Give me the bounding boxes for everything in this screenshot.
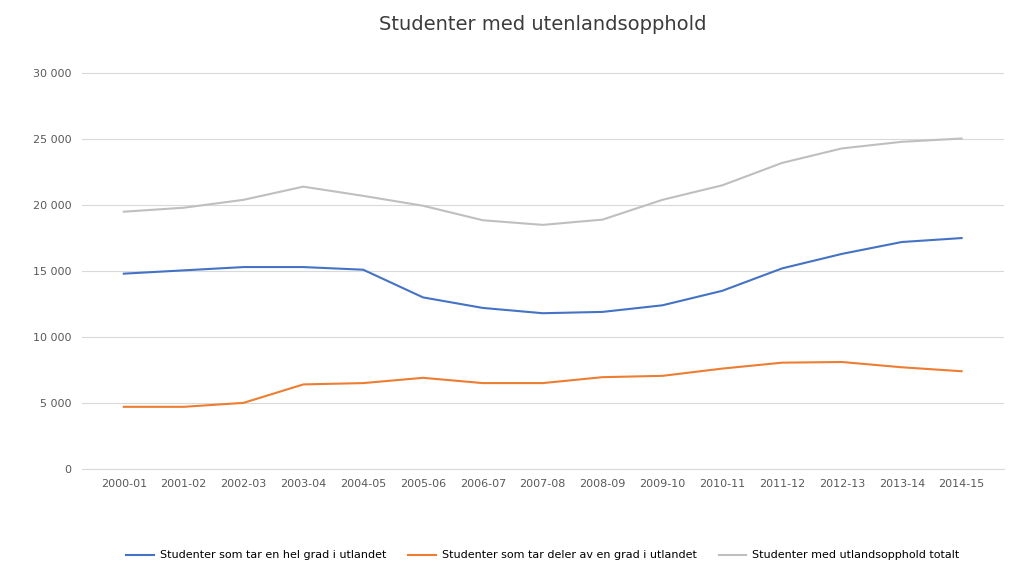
Studenter som tar en hel grad i utlandet (656, 302, 669, 309)
Studenter som tar deler av en grad i utlandet (656, 372, 669, 379)
Studenter med utlandsopphold totalt (776, 159, 788, 166)
Studenter som tar deler av en grad i utlandet (177, 403, 189, 410)
Studenter som tar en hel grad i utlandet (477, 305, 489, 312)
Studenter som tar deler av en grad i utlandet (896, 364, 908, 371)
Legend: Studenter som tar en hel grad i utlandet, Studenter som tar deler av en grad i u: Studenter som tar en hel grad i utlandet… (126, 550, 959, 560)
Studenter med utlandsopphold totalt (896, 138, 908, 145)
Studenter med utlandsopphold totalt (238, 196, 250, 203)
Studenter med utlandsopphold totalt (297, 183, 309, 190)
Studenter som tar deler av en grad i utlandet (836, 359, 848, 366)
Studenter som tar deler av en grad i utlandet (357, 380, 370, 387)
Studenter med utlandsopphold totalt (417, 202, 429, 209)
Line: Studenter med utlandsopphold totalt: Studenter med utlandsopphold totalt (124, 138, 962, 225)
Studenter som tar en hel grad i utlandet (836, 250, 848, 257)
Studenter som tar en hel grad i utlandet (238, 264, 250, 271)
Studenter som tar deler av en grad i utlandet (297, 381, 309, 388)
Studenter som tar en hel grad i utlandet (896, 239, 908, 246)
Studenter med utlandsopphold totalt (118, 208, 130, 215)
Studenter som tar deler av en grad i utlandet (596, 374, 608, 381)
Line: Studenter som tar deler av en grad i utlandet: Studenter som tar deler av en grad i utl… (124, 362, 962, 407)
Studenter som tar en hel grad i utlandet (596, 308, 608, 315)
Studenter med utlandsopphold totalt (477, 217, 489, 224)
Studenter som tar deler av en grad i utlandet (477, 380, 489, 387)
Studenter som tar en hel grad i utlandet (417, 294, 429, 301)
Studenter som tar deler av en grad i utlandet (118, 403, 130, 410)
Studenter med utlandsopphold totalt (357, 192, 370, 199)
Studenter med utlandsopphold totalt (177, 204, 189, 211)
Studenter med utlandsopphold totalt (596, 216, 608, 223)
Studenter som tar en hel grad i utlandet (118, 270, 130, 277)
Studenter som tar deler av en grad i utlandet (955, 368, 968, 375)
Studenter som tar en hel grad i utlandet (297, 264, 309, 271)
Studenter som tar en hel grad i utlandet (776, 265, 788, 272)
Studenter som tar deler av en grad i utlandet (716, 365, 728, 372)
Studenter som tar en hel grad i utlandet (955, 234, 968, 241)
Studenter som tar en hel grad i utlandet (716, 287, 728, 294)
Studenter som tar deler av en grad i utlandet (776, 359, 788, 366)
Line: Studenter som tar en hel grad i utlandet: Studenter som tar en hel grad i utlandet (124, 238, 962, 313)
Title: Studenter med utenlandsopphold: Studenter med utenlandsopphold (379, 15, 707, 34)
Studenter med utlandsopphold totalt (716, 182, 728, 189)
Studenter med utlandsopphold totalt (656, 196, 669, 203)
Studenter som tar deler av en grad i utlandet (417, 374, 429, 381)
Studenter med utlandsopphold totalt (836, 145, 848, 152)
Studenter som tar en hel grad i utlandet (537, 309, 549, 316)
Studenter med utlandsopphold totalt (537, 222, 549, 229)
Studenter som tar en hel grad i utlandet (357, 266, 370, 273)
Studenter som tar deler av en grad i utlandet (238, 399, 250, 406)
Studenter som tar en hel grad i utlandet (177, 267, 189, 274)
Studenter som tar deler av en grad i utlandet (537, 380, 549, 387)
Studenter med utlandsopphold totalt (955, 135, 968, 142)
